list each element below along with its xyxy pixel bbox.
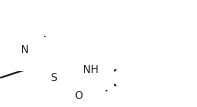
Text: S: S <box>51 73 57 83</box>
Text: N: N <box>41 66 49 76</box>
Text: N: N <box>21 45 29 55</box>
Text: NH: NH <box>83 65 98 75</box>
Text: N: N <box>51 53 59 63</box>
Text: F: F <box>14 35 20 45</box>
Text: O: O <box>74 91 83 101</box>
Text: N: N <box>17 43 25 54</box>
